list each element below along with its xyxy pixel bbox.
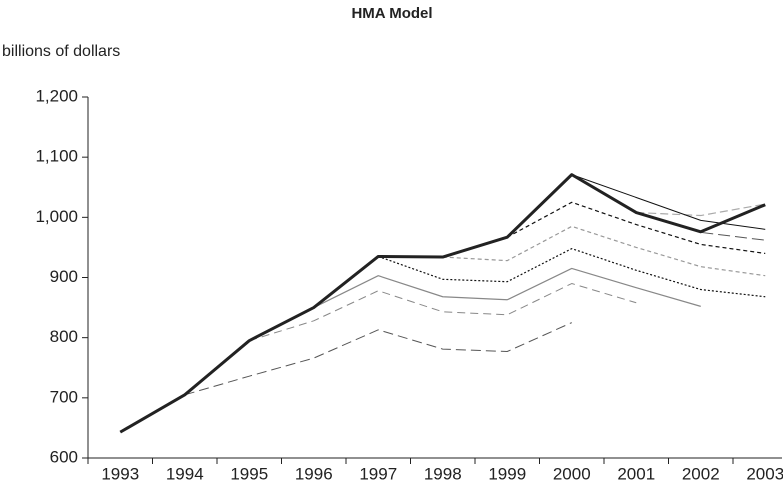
x-tick-label: 1994 [166,464,204,483]
x-tick-label: 1999 [488,464,526,483]
x-tick-label: 2002 [682,464,720,483]
series-line [571,174,766,230]
y-tick-label: 1,100 [35,147,78,166]
x-tick-label: 2001 [617,464,655,483]
y-tick-label: 700 [50,387,78,406]
x-tick-label: 2003 [746,464,783,483]
series-line [249,283,637,342]
y-tick-label: 600 [50,447,78,466]
y-tick-label: 1,200 [35,86,78,105]
x-tick-label: 1997 [359,464,397,483]
series-line [506,201,766,255]
x-tick-label: 1993 [101,464,139,483]
chart-title: HMA Model [351,5,432,22]
y-axis-label: billions of dollars [2,43,120,60]
y-tick-label: 1,000 [35,207,78,226]
series-line [378,248,766,298]
x-tick-label: 1998 [424,464,462,483]
series-line [313,267,701,309]
series-line [442,225,766,277]
y-tick-label: 800 [50,327,78,346]
x-tick-label: 2000 [553,464,591,483]
y-tick-label: 900 [50,267,78,286]
x-tick-label: 1995 [230,464,268,483]
series-line [119,173,766,434]
x-tick-label: 1996 [295,464,333,483]
series-line [636,203,766,217]
series-line [184,322,572,396]
